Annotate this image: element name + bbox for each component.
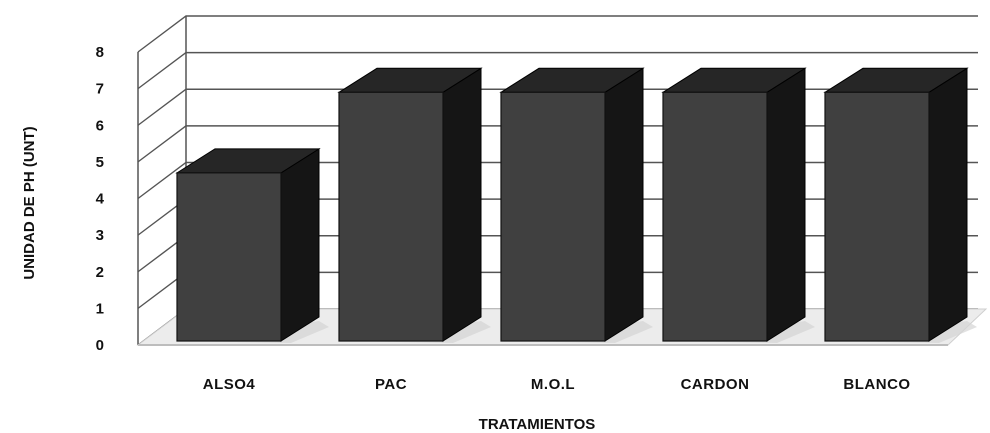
x-tick-label: M.O.L [531,376,575,393]
y-tick-label: 2 [96,264,104,281]
bars [175,67,977,343]
y-tick-label: 8 [96,44,104,61]
x-tick-label: ALSO4 [203,376,256,393]
bar [823,67,977,343]
bar [661,67,815,343]
x-axis-title: TRATAMIENTOS [479,416,596,433]
y-tick-label: 7 [96,81,104,98]
bar [175,147,329,343]
y-tick-label: 0 [96,337,104,354]
y-axis-title: UNIDAD DE PH (UNT) [21,126,38,279]
y-tick-label: 5 [96,154,104,171]
bar [499,67,653,343]
y-tick-label: 6 [96,117,104,134]
gridline [137,51,978,90]
y-tick-label: 3 [96,227,104,244]
x-tick-label: BLANCO [843,376,910,393]
y-tick-label: 4 [96,191,105,208]
gridline [137,15,978,53]
y-tick-label: 1 [96,300,104,317]
y-tick-labels: 0 1 2 3 4 5 6 7 8 [96,44,105,354]
x-tick-labels: ALSO4 PAC M.O.L CARDON BLANCO [203,376,910,393]
bar [337,67,491,343]
x-tick-label: CARDON [681,376,750,393]
x-tick-label: PAC [375,376,407,393]
